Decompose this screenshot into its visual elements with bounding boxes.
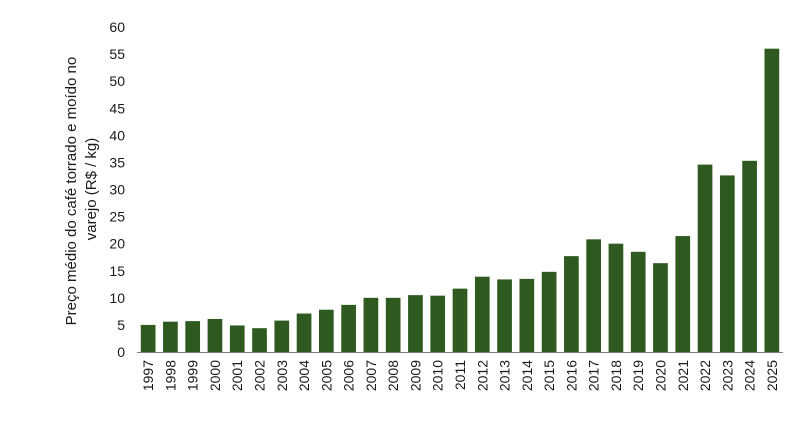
bar-2005 xyxy=(318,309,334,352)
bar-2021 xyxy=(675,236,691,352)
x-tick-label: 2000 xyxy=(207,360,223,391)
y-tick-label: 45 xyxy=(109,100,125,116)
x-tick-label: 2014 xyxy=(519,360,535,391)
x-tick-label: 2009 xyxy=(407,360,423,391)
x-tick-label: 2008 xyxy=(385,360,401,391)
bar-2012 xyxy=(474,276,490,352)
x-tick-label: 2019 xyxy=(630,360,646,391)
bar-2018 xyxy=(608,243,624,352)
bar-2025 xyxy=(764,48,780,353)
y-axis-title-line-1: Preço médio do café torrado e moído no xyxy=(63,57,80,326)
bar-2007 xyxy=(363,297,379,352)
bar-1999 xyxy=(185,321,201,353)
bar-2006 xyxy=(341,304,356,353)
x-tick-label: 2022 xyxy=(697,360,713,391)
bar-1998 xyxy=(163,321,178,352)
x-tick-label: 2016 xyxy=(563,360,579,391)
y-tick-label: 35 xyxy=(109,154,125,170)
y-tick-label: 40 xyxy=(109,127,125,143)
x-tick-label: 1998 xyxy=(162,360,178,391)
y-tick-label: 60 xyxy=(109,19,125,35)
x-tick-label: 2021 xyxy=(675,360,691,391)
bar-2016 xyxy=(564,256,579,353)
x-tick-label: 2011 xyxy=(452,360,468,390)
y-axis-title: Preço médio do café torrado e moído no v… xyxy=(63,53,100,326)
y-tick-label: 25 xyxy=(109,209,125,225)
y-tick-label: 15 xyxy=(109,263,125,279)
x-tick-label: 2020 xyxy=(652,360,668,391)
bar-2024 xyxy=(742,160,757,352)
x-tick-label: 2023 xyxy=(719,360,735,391)
bar-2001 xyxy=(229,325,245,352)
x-tick-label: 2002 xyxy=(252,360,268,391)
bar-2017 xyxy=(586,239,601,352)
x-tick-label: 2001 xyxy=(229,360,245,391)
bar-2008 xyxy=(385,297,401,352)
bar-2020 xyxy=(653,263,668,352)
x-axis: 1997 1998 1999 2000 2001 2002 2003 2004 2005 2006… xyxy=(140,360,780,391)
y-tick-label: 20 xyxy=(109,236,125,252)
bar-2003 xyxy=(274,320,290,352)
bar-2002 xyxy=(252,328,267,352)
bar-2010 xyxy=(430,295,446,352)
bar-2019 xyxy=(630,251,646,352)
y-tick-label: 5 xyxy=(117,317,125,333)
x-tick-label: 2007 xyxy=(363,360,379,391)
y-axis: 0 5 10 15 20 25 30 35 40 45 50 55 60 xyxy=(109,19,125,360)
x-tick-label: 1997 xyxy=(140,360,156,391)
x-tick-label: 2013 xyxy=(497,360,513,391)
x-tick-label: 2015 xyxy=(541,360,557,391)
x-tick-label: 2012 xyxy=(474,360,490,391)
y-tick-label: 10 xyxy=(109,290,125,306)
bars xyxy=(140,48,780,353)
x-tick-label: 2017 xyxy=(586,360,602,391)
bar-2004 xyxy=(296,313,312,352)
bar-2013 xyxy=(497,279,512,352)
bar-2023 xyxy=(719,175,735,352)
bar-2009 xyxy=(408,295,423,353)
bar-2011 xyxy=(452,288,468,353)
x-tick-label: 2003 xyxy=(274,360,290,391)
y-tick-label: 0 xyxy=(117,344,125,360)
x-tick-label: 2024 xyxy=(742,360,758,391)
bar-2015 xyxy=(541,271,557,352)
y-tick-label: 30 xyxy=(109,182,125,198)
y-tick-label: 50 xyxy=(109,73,125,89)
x-tick-label: 2010 xyxy=(430,360,446,391)
bar-2000 xyxy=(207,318,223,352)
y-tick-label: 55 xyxy=(109,46,125,62)
bar-1997 xyxy=(140,324,156,352)
x-tick-label: 1999 xyxy=(185,360,201,391)
x-tick-label: 2006 xyxy=(341,360,357,391)
bar-2014 xyxy=(519,278,535,353)
x-tick-label: 2004 xyxy=(296,360,312,391)
y-axis-title-line-2: varejo (R$ / kg) xyxy=(83,138,100,241)
x-tick-label: 2018 xyxy=(608,360,624,391)
x-tick-label: 2025 xyxy=(764,360,780,391)
x-tick-label: 2005 xyxy=(318,360,334,391)
bar-2022 xyxy=(697,164,713,352)
